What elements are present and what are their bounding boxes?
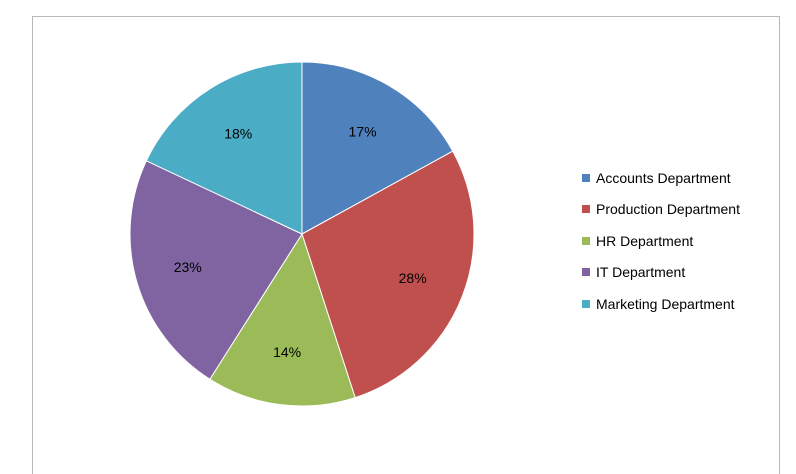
legend-item-hr: HR Department [582,225,782,257]
pie-label-hr: 14% [273,344,301,360]
legend-swatch-hr [582,236,590,245]
legend-label-it: IT Department [596,264,686,281]
pie-slice-hr [209,232,356,407]
pie-label-production: 28% [399,270,427,286]
legend-swatch-production [582,205,590,214]
legend-swatch-marketing [582,299,590,308]
pie-label-it: 23% [174,259,202,275]
legend-label-marketing: Marketing Department [596,295,735,312]
legend-item-it: IT Department [582,257,782,289]
pie-slice-production [301,150,475,399]
pie-label-accounts: 17% [349,124,377,140]
legend-label-accounts: Accounts Department [596,169,731,186]
legend-label-hr: HR Department [596,232,694,249]
pie-slice-it [129,160,303,380]
legend-label-production: Production Department [596,201,740,218]
legend-swatch-accounts [582,173,590,182]
pie-slice-marketing [145,61,303,235]
legend-item-accounts: Accounts Department [582,162,782,194]
legend-item-production: Production Department [582,194,782,226]
legend-swatch-it [582,268,590,277]
legend: Accounts Department Production Departmen… [582,162,782,320]
pie-label-marketing: 18% [224,126,252,142]
pie-slice-accounts [301,61,454,235]
legend-item-marketing: Marketing Department [582,288,782,320]
